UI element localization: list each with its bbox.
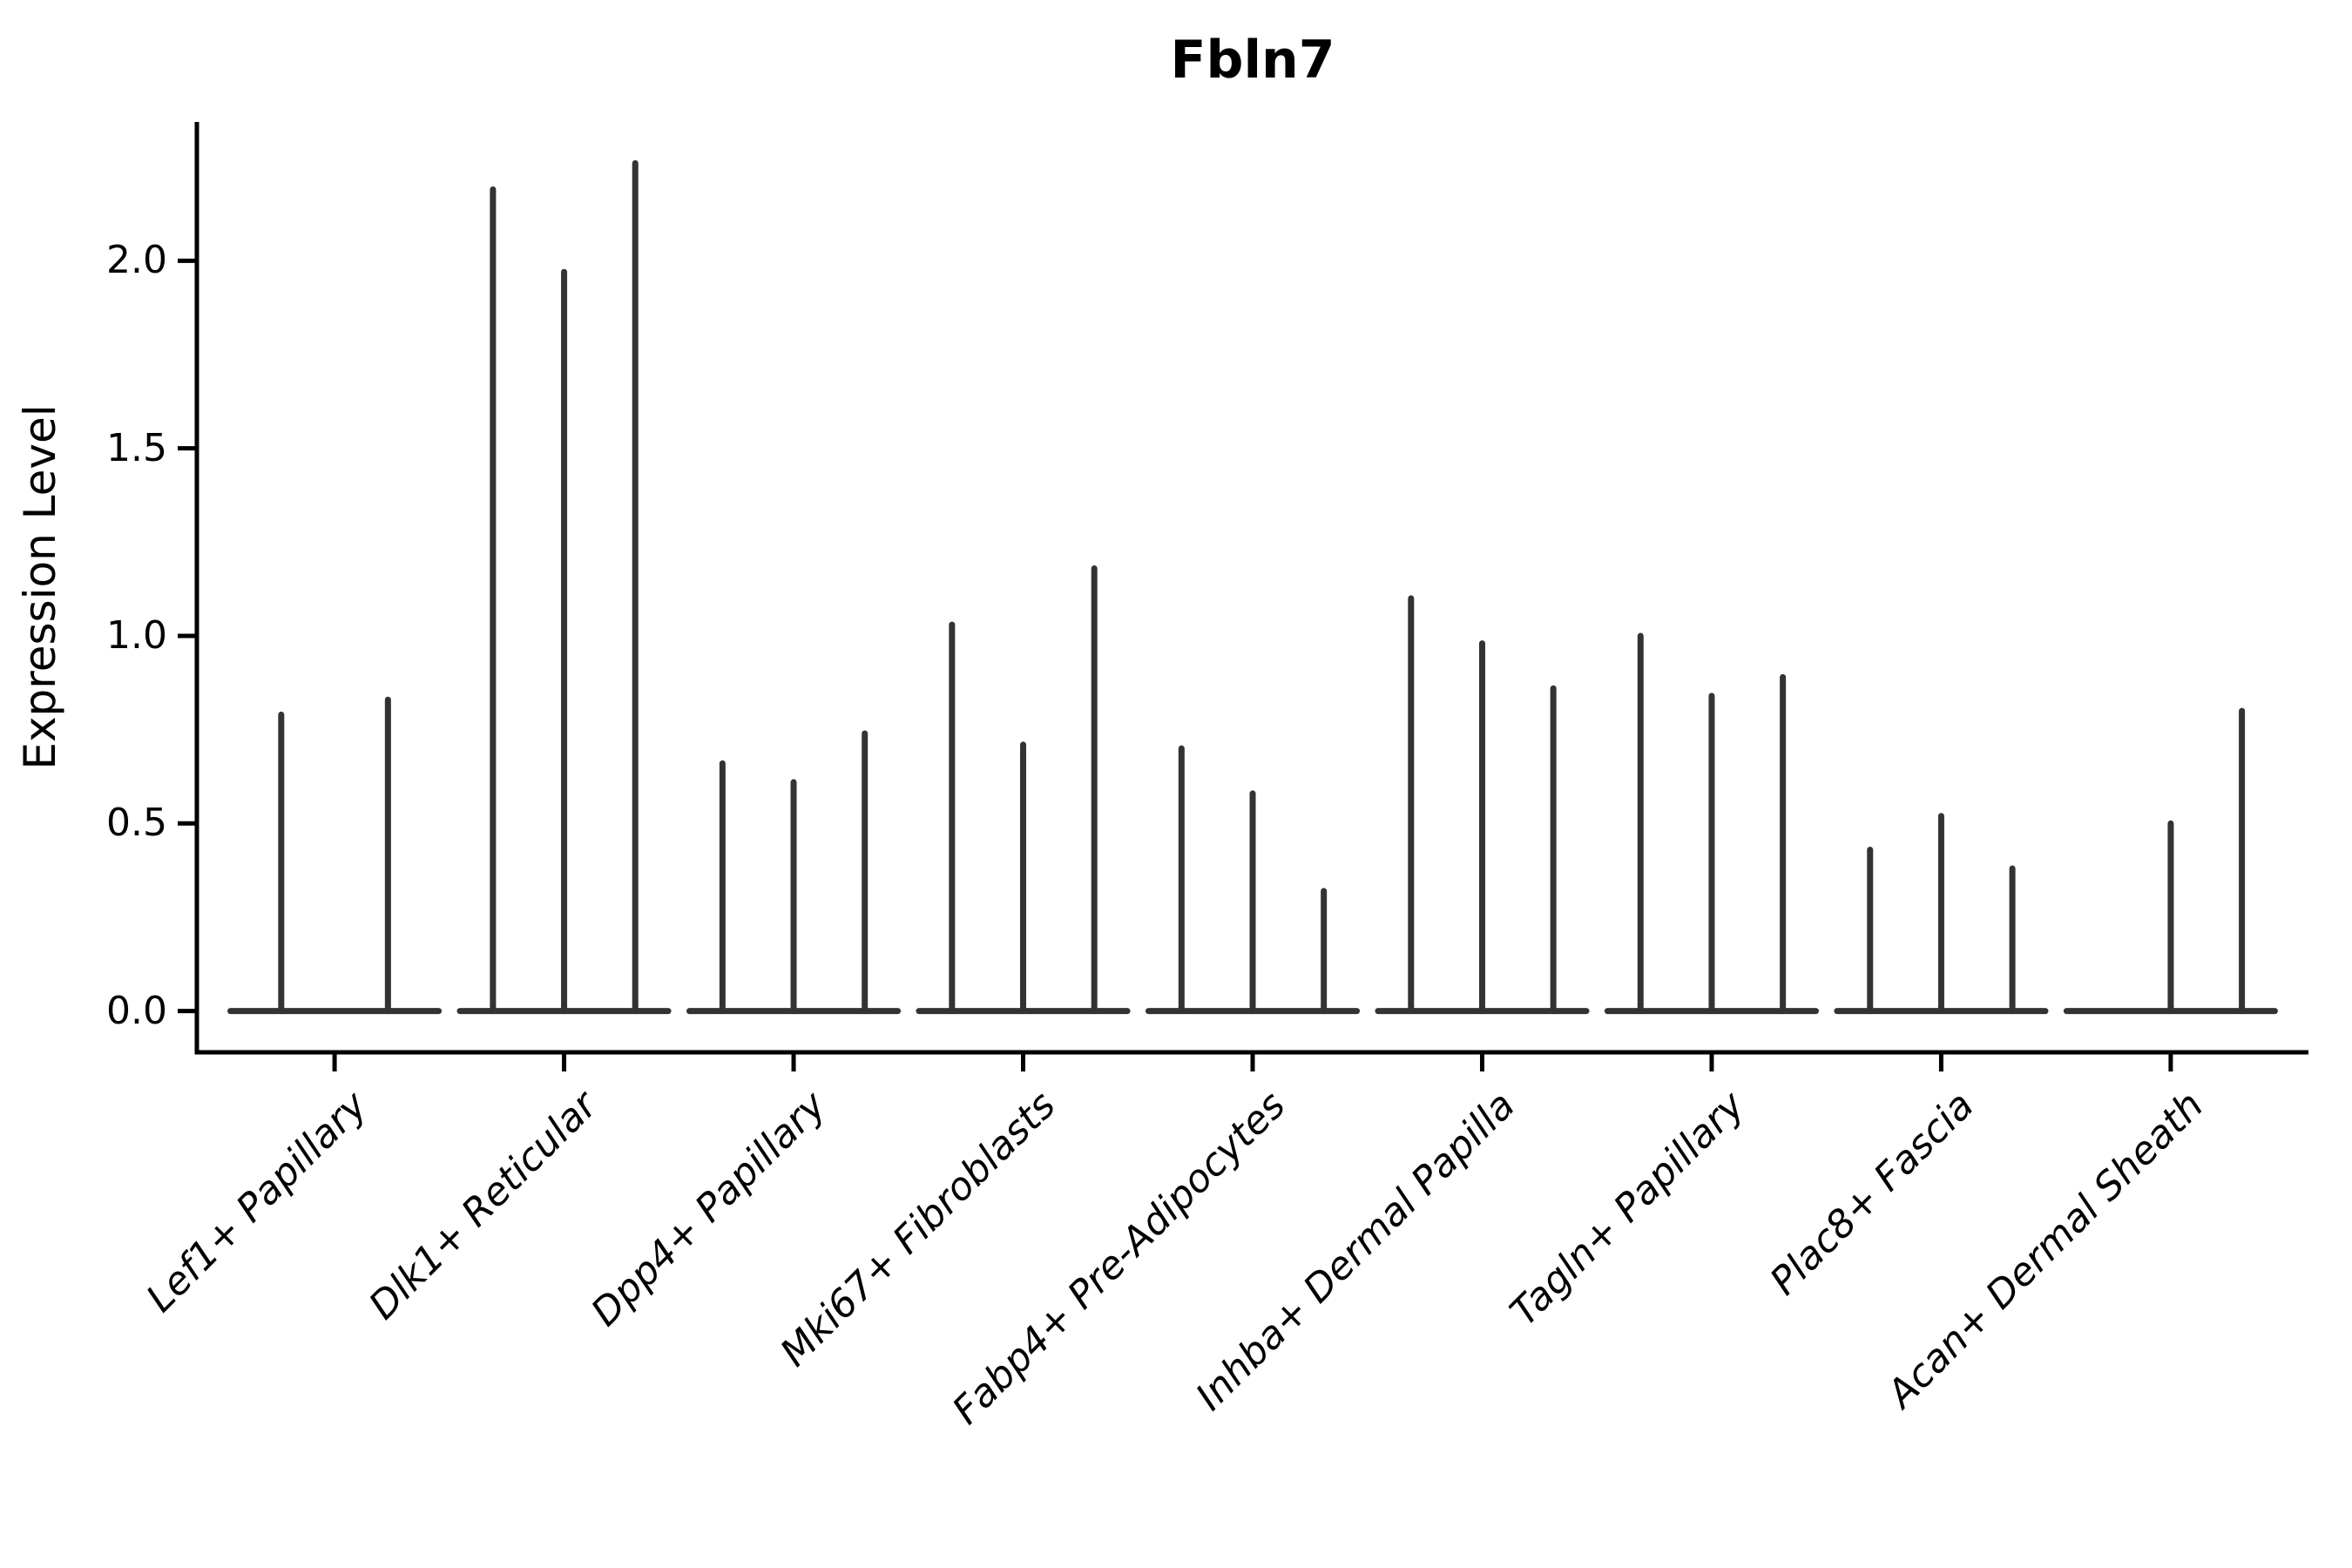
y-tick-label: 0.5 — [106, 801, 167, 846]
violin-group — [456, 159, 672, 1015]
violin-group — [916, 564, 1131, 1015]
violin-group — [1604, 632, 1819, 1015]
y-axis-label: Expression Level — [15, 404, 65, 770]
violin-group — [1145, 745, 1361, 1015]
violin-group — [227, 696, 443, 1015]
y-tick-label: 1.5 — [106, 425, 167, 470]
y-tick-label: 1.0 — [106, 612, 167, 658]
violin-group — [1834, 813, 2049, 1015]
y-tick-label: 2.0 — [106, 238, 167, 283]
plot-title: Fbln7 — [1170, 30, 1335, 91]
violin-group — [2063, 707, 2278, 1015]
y-tick-label: 0.0 — [106, 988, 167, 1033]
violin-group — [686, 730, 902, 1015]
violin-group — [1375, 595, 1590, 1015]
